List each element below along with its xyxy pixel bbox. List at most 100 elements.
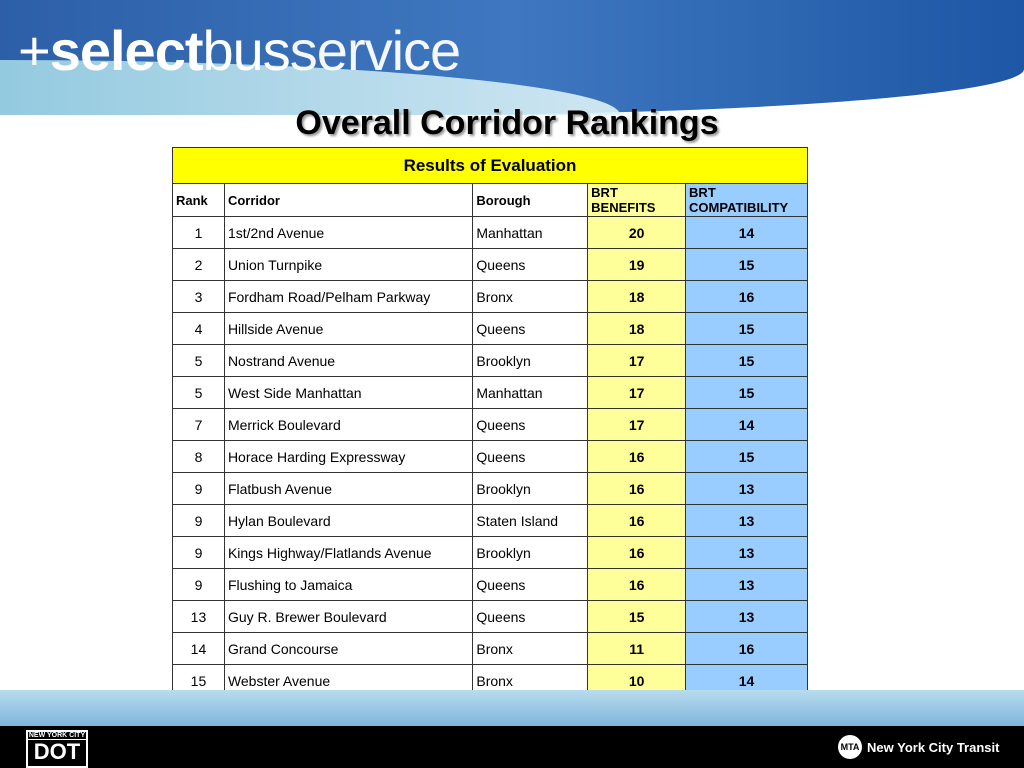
table-cell: 15 (685, 312, 808, 345)
table-cell: Bronx (472, 280, 589, 313)
table-cell: 16 (587, 472, 687, 505)
logo-select: select (49, 19, 204, 82)
table-cell: Union Turnpike (223, 248, 474, 281)
table-cell: 15 (685, 376, 808, 409)
table-row: 9 Hylan Boulevard Staten Island 16 13 (172, 504, 808, 537)
table-cell: Flatbush Avenue (223, 472, 474, 505)
table-cell: Queens (472, 440, 589, 473)
table-cell: 16 (587, 504, 687, 537)
table-cell: 14 (685, 216, 808, 249)
table-cell: 17 (587, 376, 687, 409)
table-cell: 15 (685, 248, 808, 281)
table-cell: Manhattan (472, 376, 589, 409)
table-cell: Hylan Boulevard (223, 504, 474, 537)
table-cell: 13 (172, 600, 225, 633)
dot-logo: NEW YORK CITY DOT (26, 730, 88, 768)
table-row: 7 Merrick Boulevard Queens 17 14 (172, 408, 808, 441)
table-cell: 9 (172, 536, 225, 569)
table-cell: Grand Concourse (223, 632, 474, 665)
table-row: 5 Nostrand Avenue Brooklyn 17 15 (172, 344, 808, 377)
table-caption: Results of Evaluation (172, 147, 808, 184)
dot-top: NEW YORK CITY (28, 732, 86, 740)
table-cell: 3 (172, 280, 225, 313)
table-row: 5 West Side Manhattan Manhattan 17 15 (172, 376, 808, 409)
slide-title: Overall Corridor Rankings (295, 104, 719, 142)
logo: +selectbusservice (18, 18, 461, 83)
header-row: Rank Corridor Borough BRT BENEFITS BRT COMPA… (172, 183, 808, 217)
table-row: 1 1st/2nd Avenue Manhattan 20 14 (172, 216, 808, 249)
table-cell: 13 (685, 472, 808, 505)
table-row: 9 Flatbush Avenue Brooklyn 16 13 (172, 472, 808, 505)
logo-service: service (289, 19, 461, 82)
table-cell: 16 (587, 536, 687, 569)
table-cell: Queens (472, 568, 589, 601)
table-cell: 18 (587, 280, 687, 313)
table-cell: 1st/2nd Avenue (223, 216, 474, 249)
table-cell: Brooklyn (472, 472, 589, 505)
table-cell: Horace Harding Expressway (223, 440, 474, 473)
column-header: BRT BENEFITS (587, 183, 687, 217)
table-cell: Nostrand Avenue (223, 344, 474, 377)
table-cell: 13 (685, 504, 808, 537)
table-cell: 14 (172, 632, 225, 665)
mta-logo: MTA (838, 735, 862, 759)
table-cell: 5 (172, 344, 225, 377)
table-cell: 7 (172, 408, 225, 441)
table-cell: Bronx (472, 632, 589, 665)
table-cell: 15 (685, 440, 808, 473)
transit-name: New York City Transit (867, 740, 1000, 755)
table-cell: 13 (685, 600, 808, 633)
table-cell: 9 (172, 568, 225, 601)
table-cell: 19 (587, 248, 687, 281)
table-cell: 16 (685, 280, 808, 313)
table-row: 14 Grand Concourse Bronx 11 16 (172, 632, 808, 665)
table-cell: 16 (587, 440, 687, 473)
table-row: 3 Fordham Road/Pelham Parkway Bronx 18 16 (172, 280, 808, 313)
table-cell: 11 (587, 632, 687, 665)
table-cell: Queens (472, 312, 589, 345)
table-cell: Guy R. Brewer Boulevard (223, 600, 474, 633)
table-cell: 5 (172, 376, 225, 409)
table-cell: 9 (172, 472, 225, 505)
table-cell: Hillside Avenue (223, 312, 474, 345)
table-cell: 13 (685, 568, 808, 601)
column-header: Rank (172, 183, 225, 217)
dot-text: DOT (33, 739, 81, 764)
table-row: 2 Union Turnpike Queens 19 15 (172, 248, 808, 281)
table-cell: Manhattan (472, 216, 589, 249)
table-cell: 8 (172, 440, 225, 473)
table-cell: 15 (685, 344, 808, 377)
table-cell: 20 (587, 216, 687, 249)
logo-plus: + (18, 19, 51, 82)
caption-text: Results of Evaluation (403, 155, 577, 175)
table-cell: 16 (685, 632, 808, 665)
column-header: Corridor (223, 183, 474, 217)
table-cell: 18 (587, 312, 687, 345)
table-row: 9 Kings Highway/Flatlands Avenue Brooklyn 1… (172, 536, 808, 569)
column-header: Borough (472, 183, 589, 217)
table-row: 15 Webster Avenue Bronx 10 14 (172, 664, 808, 697)
bottom-band (0, 690, 1024, 726)
table-cell: 1 (172, 216, 225, 249)
table-cell: Queens (472, 600, 589, 633)
table-cell: Brooklyn (472, 344, 589, 377)
table-row: 13 Guy R. Brewer Boulevard Queens 15 13 (172, 600, 808, 633)
table-cell: Brooklyn (472, 536, 589, 569)
table-row: 8 Horace Harding Expressway Queens 16 15 (172, 440, 808, 473)
table-cell: Queens (472, 248, 589, 281)
table-cell: 13 (685, 536, 808, 569)
table-cell: 2 (172, 248, 225, 281)
table-cell: 14 (685, 408, 808, 441)
table-cell: West Side Manhattan (223, 376, 474, 409)
table-cell: Merrick Boulevard (223, 408, 474, 441)
table-cell: 15 (587, 600, 687, 633)
table-cell: Fordham Road/Pelham Parkway (223, 280, 474, 313)
table-cell: Staten Island (472, 504, 589, 537)
table-cell: 16 (587, 568, 687, 601)
logo-bus: bus (202, 19, 291, 82)
table-cell: 9 (172, 504, 225, 537)
table-row: 9 Flushing to Jamaica Queens 16 13 (172, 568, 808, 601)
table-cell: 4 (172, 312, 225, 345)
rankings-table: Results of Evaluation Rank Corridor Boroug… (172, 147, 808, 697)
